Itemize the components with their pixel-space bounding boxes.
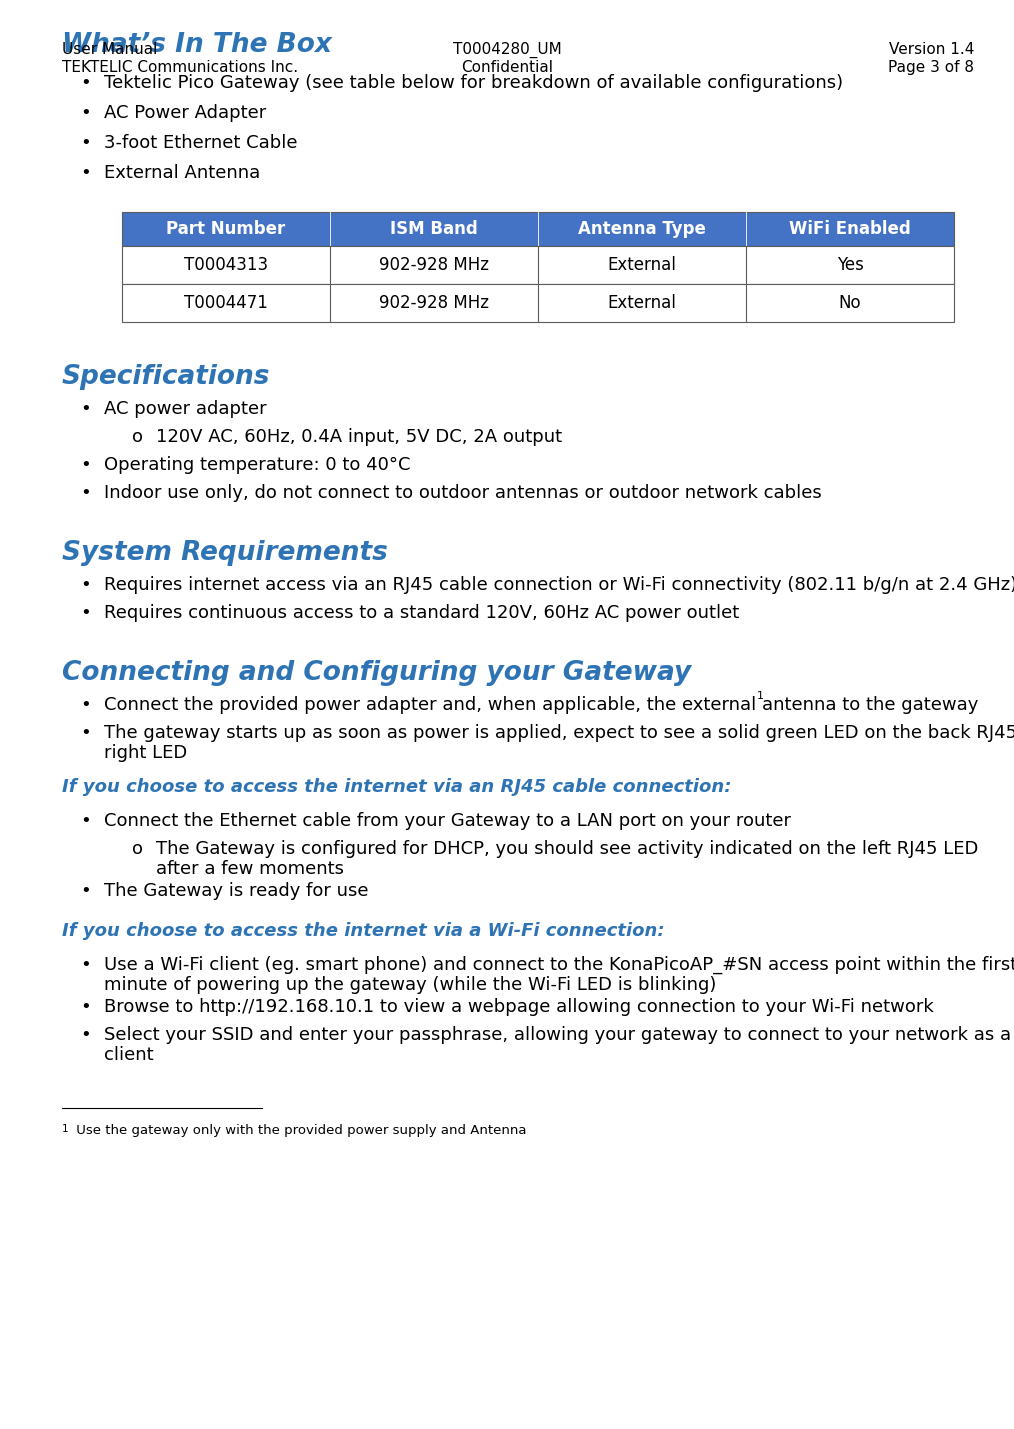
Text: Page 3 of 8: Page 3 of 8 bbox=[888, 60, 974, 74]
Text: T0004280_UM: T0004280_UM bbox=[452, 41, 562, 59]
Text: 3-foot Ethernet Cable: 3-foot Ethernet Cable bbox=[104, 134, 297, 151]
Text: •: • bbox=[80, 576, 90, 594]
Text: •: • bbox=[80, 696, 90, 714]
Text: Connect the Ethernet cable from your Gateway to a LAN port on your router: Connect the Ethernet cable from your Gat… bbox=[104, 812, 791, 830]
Bar bbox=[122, 246, 954, 284]
Text: External: External bbox=[607, 256, 676, 274]
Text: TEKTELIC Communications Inc.: TEKTELIC Communications Inc. bbox=[62, 60, 298, 74]
Text: The gateway starts up as soon as power is applied, expect to see a solid green L: The gateway starts up as soon as power i… bbox=[104, 725, 1014, 742]
Text: •: • bbox=[80, 812, 90, 830]
Text: •: • bbox=[80, 604, 90, 622]
Bar bbox=[122, 211, 954, 246]
Bar bbox=[122, 211, 954, 246]
Text: System Requirements: System Requirements bbox=[62, 540, 388, 566]
Text: Yes: Yes bbox=[837, 256, 864, 274]
Text: •: • bbox=[80, 997, 90, 1016]
Text: Requires continuous access to a standard 120V, 60Hz AC power outlet: Requires continuous access to a standard… bbox=[104, 604, 739, 622]
Text: •: • bbox=[80, 1026, 90, 1045]
Text: •: • bbox=[80, 484, 90, 502]
Text: •: • bbox=[80, 164, 90, 181]
Text: Browse to http://192.168.10.1 to view a webpage allowing connection to your Wi-F: Browse to http://192.168.10.1 to view a … bbox=[104, 997, 934, 1016]
Text: 1: 1 bbox=[757, 692, 765, 702]
Text: •: • bbox=[80, 400, 90, 419]
Text: •: • bbox=[80, 134, 90, 151]
Text: 1: 1 bbox=[62, 1125, 69, 1135]
Text: If you choose to access the internet via a Wi-Fi connection:: If you choose to access the internet via… bbox=[62, 922, 664, 940]
Text: •: • bbox=[80, 725, 90, 742]
Text: after a few moments: after a few moments bbox=[156, 860, 344, 877]
Text: Connect the provided power adapter and, when applicable, the external antenna to: Connect the provided power adapter and, … bbox=[104, 696, 979, 714]
Text: Part Number: Part Number bbox=[166, 220, 286, 239]
Text: The Gateway is ready for use: The Gateway is ready for use bbox=[104, 882, 368, 900]
Text: minute of powering up the gateway (while the Wi-Fi LED is blinking): minute of powering up the gateway (while… bbox=[104, 976, 716, 995]
Text: T0004313: T0004313 bbox=[184, 256, 268, 274]
Text: AC Power Adapter: AC Power Adapter bbox=[104, 104, 267, 121]
Text: WiFi Enabled: WiFi Enabled bbox=[789, 220, 911, 239]
Text: •: • bbox=[80, 456, 90, 474]
Text: right LED: right LED bbox=[104, 745, 188, 762]
Text: ISM Band: ISM Band bbox=[390, 220, 478, 239]
Text: o: o bbox=[132, 429, 143, 446]
Text: Connecting and Configuring your Gateway: Connecting and Configuring your Gateway bbox=[62, 660, 692, 686]
Text: •: • bbox=[80, 956, 90, 975]
Text: Use the gateway only with the provided power supply and Antenna: Use the gateway only with the provided p… bbox=[72, 1125, 526, 1137]
Text: AC power adapter: AC power adapter bbox=[104, 400, 267, 419]
Text: Select your SSID and enter your passphrase, allowing your gateway to connect to : Select your SSID and enter your passphra… bbox=[104, 1026, 1011, 1045]
Text: What’s In The Box: What’s In The Box bbox=[62, 31, 332, 59]
Text: o: o bbox=[132, 840, 143, 857]
Text: Operating temperature: 0 to 40°C: Operating temperature: 0 to 40°C bbox=[104, 456, 411, 474]
Text: Tektelic Pico Gateway (see table below for breakdown of available configurations: Tektelic Pico Gateway (see table below f… bbox=[104, 74, 843, 91]
Text: T0004471: T0004471 bbox=[185, 294, 268, 312]
Text: Antenna Type: Antenna Type bbox=[578, 220, 706, 239]
Text: 120V AC, 60Hz, 0.4A input, 5V DC, 2A output: 120V AC, 60Hz, 0.4A input, 5V DC, 2A out… bbox=[156, 429, 562, 446]
Text: client: client bbox=[104, 1046, 154, 1065]
Text: External Antenna: External Antenna bbox=[104, 164, 261, 181]
Text: Use a Wi-Fi client (eg. smart phone) and connect to the KonaPicoAP_#SN access po: Use a Wi-Fi client (eg. smart phone) and… bbox=[104, 956, 1014, 975]
Bar bbox=[122, 284, 954, 322]
Text: Indoor use only, do not connect to outdoor antennas or outdoor network cables: Indoor use only, do not connect to outdo… bbox=[104, 484, 821, 502]
Text: Requires internet access via an RJ45 cable connection or Wi-Fi connectivity (802: Requires internet access via an RJ45 cab… bbox=[104, 576, 1014, 594]
Text: User Manual: User Manual bbox=[62, 41, 157, 57]
Text: External: External bbox=[607, 294, 676, 312]
Text: •: • bbox=[80, 104, 90, 121]
Text: 902-928 MHz: 902-928 MHz bbox=[379, 294, 489, 312]
Text: •: • bbox=[80, 882, 90, 900]
Text: No: No bbox=[839, 294, 861, 312]
Text: Version 1.4: Version 1.4 bbox=[888, 41, 974, 57]
Text: Specifications: Specifications bbox=[62, 364, 271, 390]
Text: 902-928 MHz: 902-928 MHz bbox=[379, 256, 489, 274]
Text: Confidential: Confidential bbox=[461, 60, 553, 74]
Text: The Gateway is configured for DHCP, you should see activity indicated on the lef: The Gateway is configured for DHCP, you … bbox=[156, 840, 979, 857]
Text: •: • bbox=[80, 74, 90, 91]
Text: If you choose to access the internet via an RJ45 cable connection:: If you choose to access the internet via… bbox=[62, 777, 731, 796]
